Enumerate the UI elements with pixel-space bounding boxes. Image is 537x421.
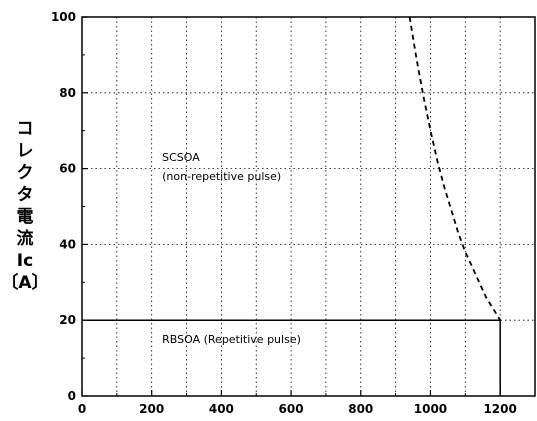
ticks <box>81 16 501 397</box>
x-tick-label: 1000 <box>414 402 447 416</box>
y-axis-label-char: 〔A〕 <box>1 272 48 293</box>
y-tick-label: 100 <box>51 10 76 24</box>
x-tick-label: 1200 <box>483 402 516 416</box>
grid <box>82 17 535 396</box>
y-tick-label: 40 <box>59 237 76 251</box>
y-axis-label-char: タ <box>17 185 34 205</box>
y-tick-label: 0 <box>68 389 76 403</box>
y-axis-label-char: 流 <box>17 228 34 249</box>
y-axis-label-char: コ <box>17 119 34 139</box>
x-tick-labels: 0 200 400 600 800 1000 1200 <box>78 402 517 416</box>
y-tick-labels: 0 20 40 60 80 100 <box>51 10 76 403</box>
rbsoa-boundary-line <box>82 319 501 396</box>
x-tick-label: 400 <box>209 402 234 416</box>
annotation-scsoa: SCSOA <box>162 151 200 164</box>
y-axis-label-char: Ic <box>17 251 33 271</box>
x-tick-label: 800 <box>348 402 373 416</box>
y-tick-label: 60 <box>59 162 76 176</box>
scsoa-boundary-line <box>408 16 501 321</box>
plot-frame <box>81 16 536 397</box>
y-axis-label-char: 電 <box>17 207 34 227</box>
annotation-rbsoa: RBSOA (Repetitive pulse) <box>162 333 301 346</box>
x-tick-label: 600 <box>279 402 304 416</box>
annotations: SCSOA (non-repetitive pulse) RBSOA (Repeti… <box>162 151 301 346</box>
x-tick-label: 0 <box>78 402 86 416</box>
y-tick-label: 80 <box>59 86 76 100</box>
annotation-non-repetitive: (non-repetitive pulse) <box>162 170 281 183</box>
y-axis-label-char: ク <box>17 163 34 183</box>
y-axis-label-char: レ <box>17 141 34 161</box>
y-tick-label: 20 <box>59 313 76 327</box>
series-group <box>82 16 501 396</box>
x-tick-label: 200 <box>139 402 164 416</box>
